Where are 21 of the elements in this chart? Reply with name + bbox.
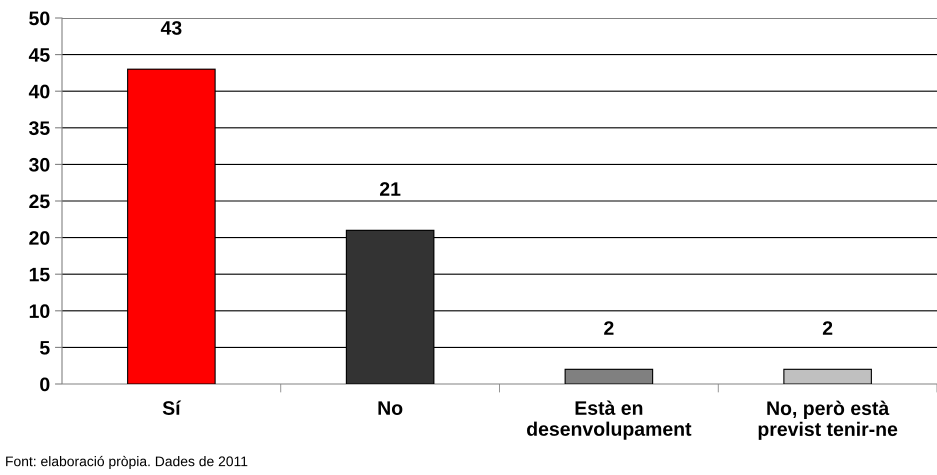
y-tick-label: 35 [29,121,50,136]
x-tick-label: Sí [162,400,182,415]
y-tick-label: 30 [29,158,50,172]
y-tick-label: 25 [29,194,50,208]
y-tick-label: 20 [29,231,50,245]
data-label: 2 [604,321,614,335]
y-tick-label: 40 [28,84,50,98]
y-tick-label: 15 [30,268,50,282]
x-tick-label: No [378,401,402,415]
y-tick-label: 0 [40,377,50,392]
data-label: 2 [822,321,832,335]
y-tick-label: 10 [30,304,50,318]
text: Font: elaboració pròpia. Dades de 2011 [6,456,248,469]
data-label: 21 [380,182,400,196]
x-tick-label: Està en desenvolupament [527,400,692,440]
data-label: 43 [160,21,182,35]
y-tick-label: 5 [40,341,50,355]
y-tick-label: 50 [29,11,50,26]
x-tick-label: No, però està previst tenir-ne [758,400,898,440]
y-tick-label: 45 [28,48,50,62]
bar [783,368,872,384]
